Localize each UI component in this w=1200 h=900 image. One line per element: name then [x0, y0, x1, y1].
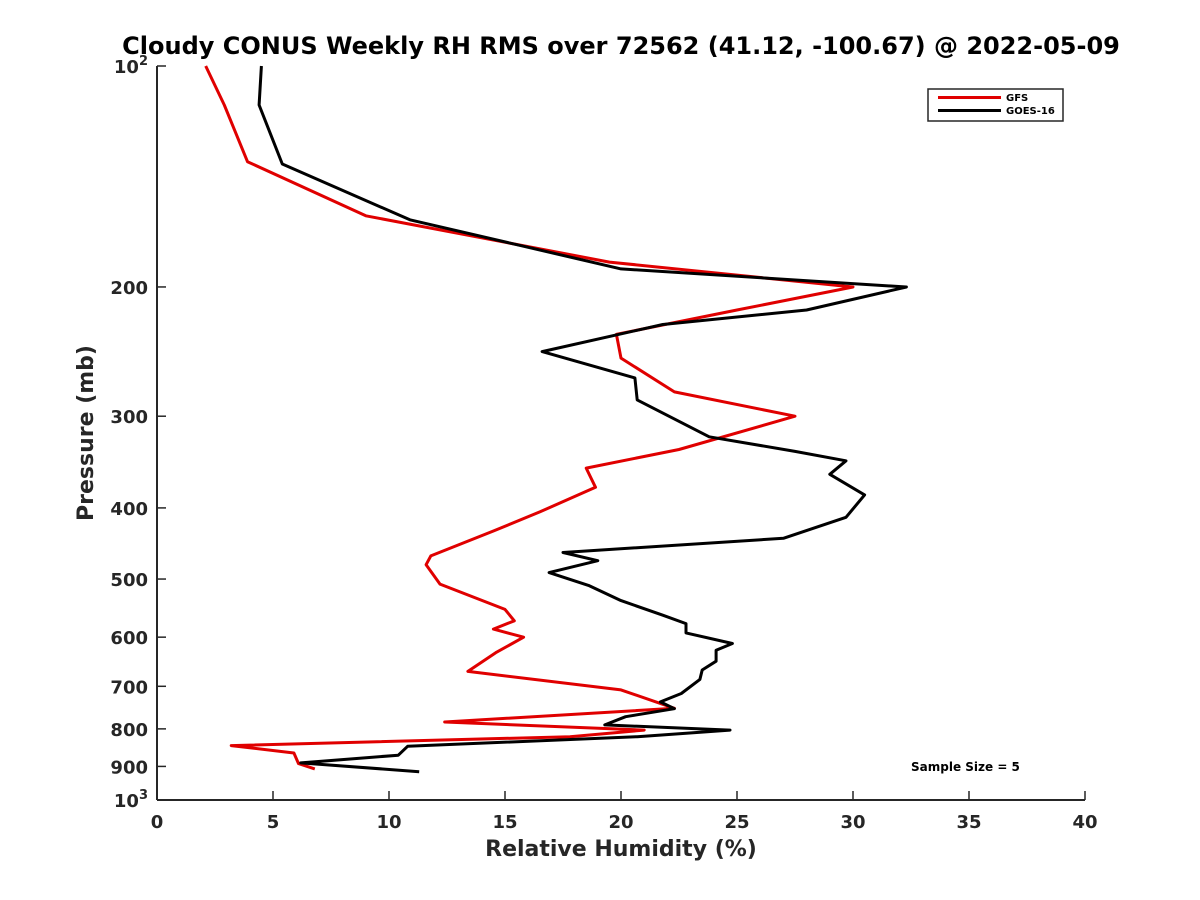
plot-area	[157, 66, 1085, 800]
y-tick-label: 103	[114, 788, 148, 812]
x-axis-ticks: 0 5 10 15 20 25 30 35 40	[151, 791, 1098, 833]
y-tick-label-exponent: 2	[139, 54, 148, 69]
legend-label-goes16: GOES-16	[1006, 106, 1055, 117]
x-tick-label: 0	[151, 812, 164, 833]
legend: GFS GOES-16	[927, 88, 1064, 122]
x-tick-label: 20	[608, 812, 633, 833]
x-tick-label: 5	[267, 812, 280, 833]
y-tick-label: 400	[110, 499, 148, 520]
x-tick-label: 40	[1072, 812, 1097, 833]
y-tick-label: 500	[110, 570, 148, 591]
y-tick-label-exponent: 3	[139, 788, 148, 803]
y-tick-label-base: 10	[114, 791, 139, 812]
sample-size-annotation: Sample Size = 5	[911, 760, 1020, 774]
legend-label-gfs: GFS	[1006, 93, 1028, 104]
y-tick-label-base: 10	[114, 57, 139, 78]
y-tick-label: 102	[114, 54, 148, 78]
chart-title: Cloudy CONUS Weekly RH RMS over 72562 (4…	[122, 32, 1120, 60]
series-line-goes16	[257, 65, 908, 774]
y-tick-label: 900	[110, 757, 148, 778]
series-layer	[204, 65, 908, 774]
x-tick-label: 15	[492, 812, 517, 833]
legend-box	[927, 88, 1064, 122]
x-tick-label: 25	[724, 812, 749, 833]
y-tick-label: 600	[110, 628, 148, 649]
y-tick-label: 800	[110, 720, 148, 741]
y-tick-label: 200	[110, 278, 148, 299]
x-tick-label: 30	[840, 812, 865, 833]
y-tick-label: 700	[110, 677, 148, 698]
x-tick-label: 10	[376, 812, 401, 833]
series-line-gfs	[204, 65, 855, 771]
y-axis-label: Pressure (mb)	[74, 345, 99, 521]
x-axis-label: Relative Humidity (%)	[485, 837, 757, 862]
y-tick-label: 300	[110, 407, 148, 428]
x-tick-label: 35	[956, 812, 981, 833]
